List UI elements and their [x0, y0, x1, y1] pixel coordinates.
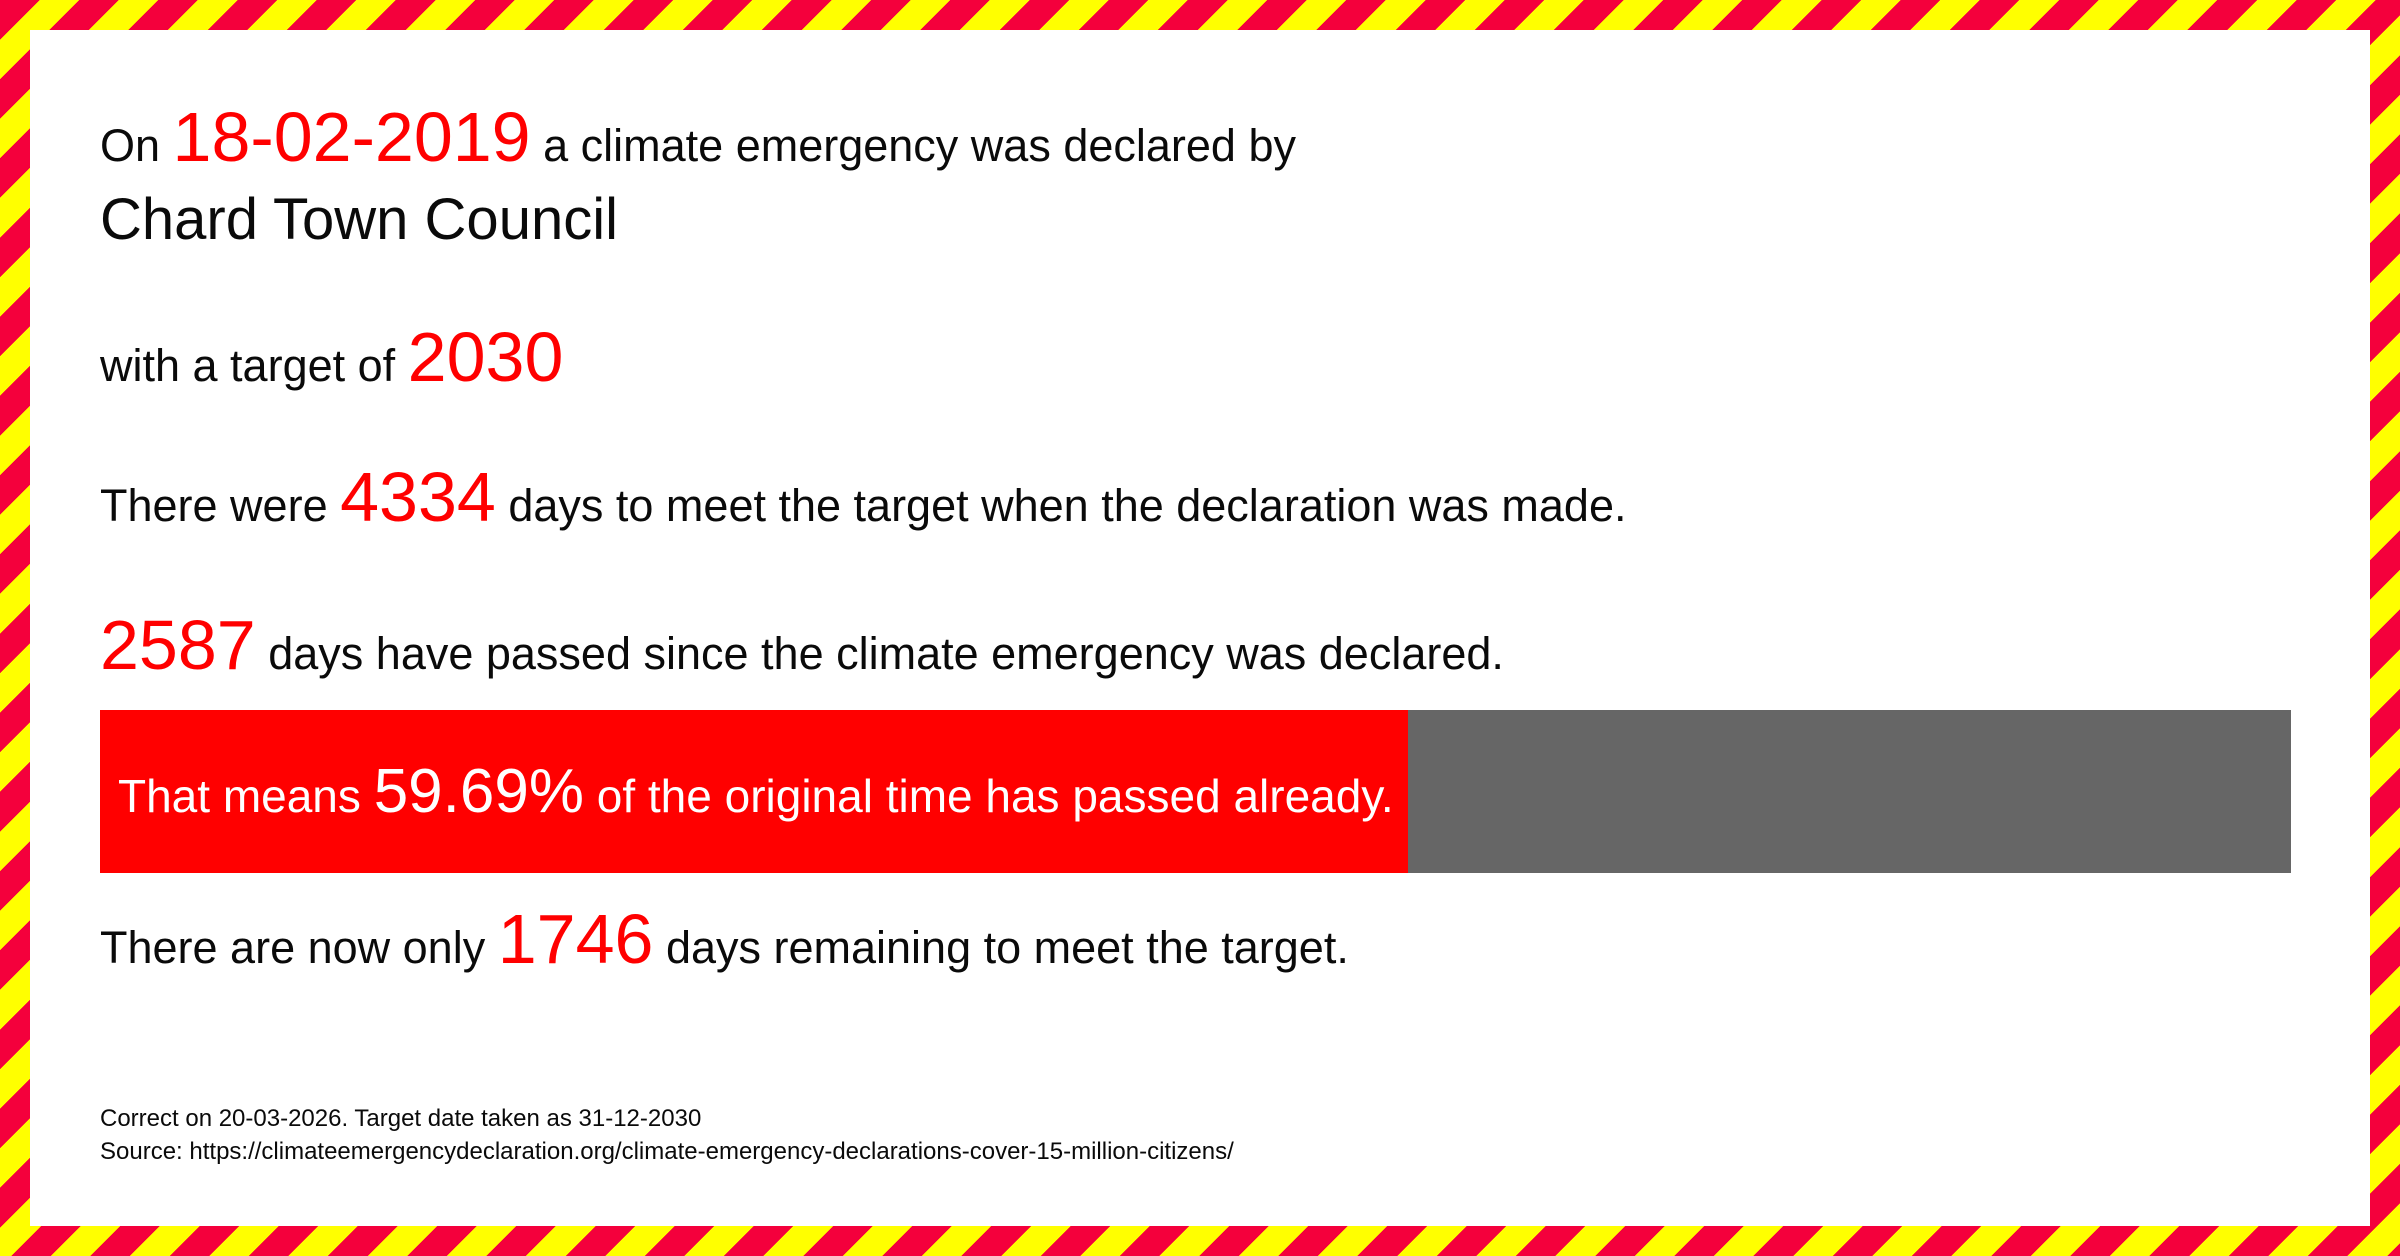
intro-prefix-text: On: [100, 120, 173, 171]
remaining-days-line: There are now only 1746 days remaining t…: [100, 900, 2290, 978]
progress-label-suffix: of the original time has passed already.: [583, 770, 1394, 822]
declaration-intro-line: On 18-02-2019 a climate emergency was de…: [100, 98, 2290, 176]
content-panel: On 18-02-2019 a climate emergency was de…: [30, 30, 2370, 1226]
target-prefix-text: with a target of: [100, 340, 408, 391]
footer-source-line: Source: https://climateemergencydeclarat…: [100, 1138, 1234, 1165]
declaration-date: 18-02-2019: [172, 98, 531, 176]
original-days-line: There were 4334 days to meet the target …: [100, 458, 2290, 536]
progress-label-text: That means 59.69% of the original time h…: [118, 756, 1394, 827]
original-days-suffix-text: days to meet the target when the declara…: [495, 480, 1627, 531]
target-year: 2030: [407, 318, 564, 396]
target-line: with a target of 2030: [100, 318, 2290, 396]
remaining-days-value: 1746: [497, 900, 654, 978]
footer-correct-line: Correct on 20-03-2026. Target date taken…: [100, 1105, 702, 1132]
footer: Correct on 20-03-2026. Target date taken…: [100, 1102, 1234, 1168]
original-days-value: 4334: [340, 458, 496, 536]
progress-label-prefix: That means: [118, 770, 374, 822]
council-name: Chard Town Council: [100, 187, 618, 252]
progress-percent-value: 59.69%: [373, 757, 584, 826]
intro-suffix-text: a climate emergency was declared by: [530, 120, 1296, 171]
passed-days-value: 2587: [100, 606, 256, 684]
passed-days-line: 2587 days have passed since the climate …: [100, 606, 2290, 684]
progress-bar: That means 59.69% of the original time h…: [100, 710, 2291, 873]
progress-bar-label: That means 59.69% of the original time h…: [100, 710, 2291, 873]
remaining-prefix-text: There are now only: [100, 922, 498, 973]
original-days-prefix-text: There were: [100, 480, 341, 531]
remaining-suffix-text: days remaining to meet the target.: [653, 922, 1349, 973]
passed-days-suffix-text: days have passed since the climate emerg…: [255, 628, 1504, 679]
progress-bar-fill: [100, 710, 1408, 873]
